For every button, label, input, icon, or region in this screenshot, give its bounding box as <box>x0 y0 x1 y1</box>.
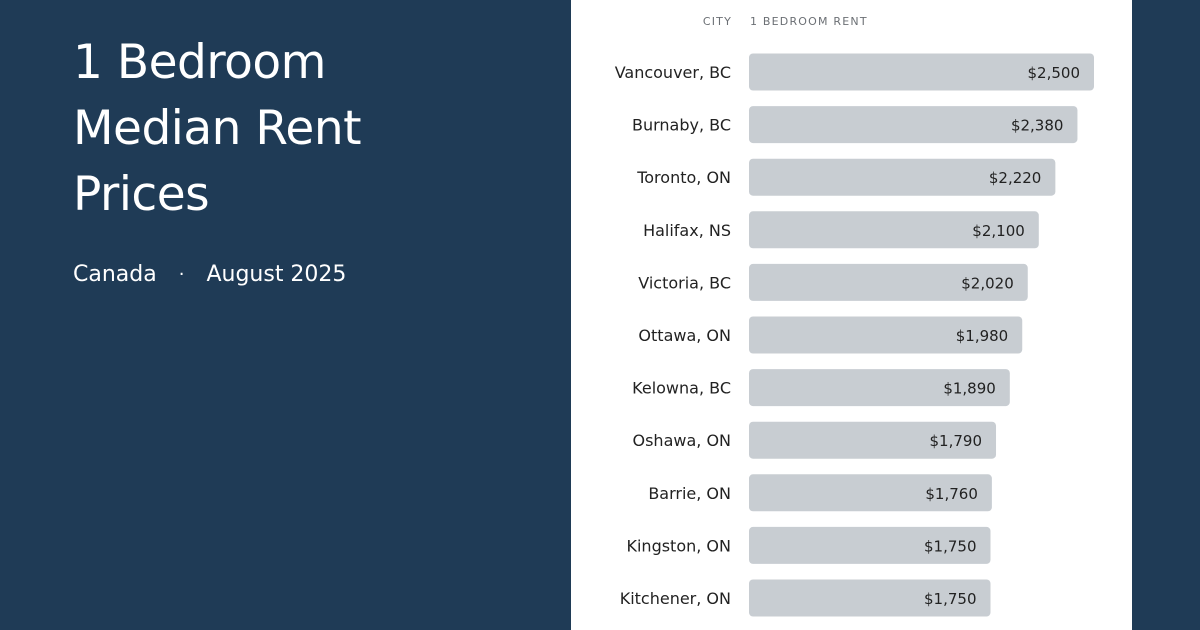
value-label: $2,220 <box>989 169 1042 187</box>
value-label: $2,500 <box>1028 64 1081 82</box>
city-label: Vancouver, BC <box>615 63 731 82</box>
city-label: Barrie, ON <box>648 484 731 503</box>
value-label: $1,790 <box>930 432 983 450</box>
chart-panel: CITY 1 BEDROOM RENT Vancouver, BC $2,500 B… <box>571 0 1132 630</box>
bar <box>749 474 992 512</box>
city-label: Burnaby, BC <box>632 116 731 135</box>
city-label: Oshawa, ON <box>633 431 732 450</box>
bar <box>749 579 991 617</box>
country-label: Canada <box>73 262 157 287</box>
bar <box>749 106 1078 144</box>
city-label: Halifax, NS <box>643 221 731 240</box>
city-label: Toronto, ON <box>636 168 731 187</box>
value-label: $1,980 <box>956 327 1009 345</box>
page-title-line-2: Median Rent <box>73 101 362 156</box>
bar <box>749 263 1028 301</box>
value-label: $2,380 <box>1011 117 1063 135</box>
value-label: $2,100 <box>972 222 1025 240</box>
bar <box>749 421 997 459</box>
rent-column-header: 1 BEDROOM RENT <box>750 15 868 28</box>
separator-dot: · <box>178 264 185 285</box>
city-column-header: CITY <box>702 15 732 28</box>
bar <box>749 211 1039 249</box>
bar <box>749 369 1010 407</box>
title-block: 1 Bedroom Median Rent Prices <box>73 30 543 228</box>
bar-chart: Vancouver, BC $2,500 Burnaby, BC $2,380 Toro… <box>615 53 1094 617</box>
page-title-line-3: Prices <box>73 167 210 222</box>
column-header: CITY 1 BEDROOM RENT <box>571 15 1132 31</box>
value-label: $1,750 <box>924 537 977 555</box>
value-label: $2,020 <box>961 274 1014 292</box>
bar <box>749 53 1094 91</box>
value-label: $1,760 <box>925 485 978 503</box>
page-title-line-1: 1 Bedroom <box>73 35 326 90</box>
period-label: August 2025 <box>206 262 347 287</box>
city-label: Ottawa, ON <box>638 326 731 345</box>
city-label: Kingston, ON <box>626 536 731 555</box>
bar <box>749 526 991 564</box>
city-label: Kitchener, ON <box>620 589 731 608</box>
subtitle: Canada · August 2025 <box>73 262 346 287</box>
bar <box>749 158 1056 196</box>
value-label: $1,890 <box>943 380 996 398</box>
city-label: Kelowna, BC <box>632 379 731 398</box>
bar <box>749 316 1023 354</box>
value-label: $1,750 <box>924 590 977 608</box>
city-label: Victoria, BC <box>638 273 731 292</box>
